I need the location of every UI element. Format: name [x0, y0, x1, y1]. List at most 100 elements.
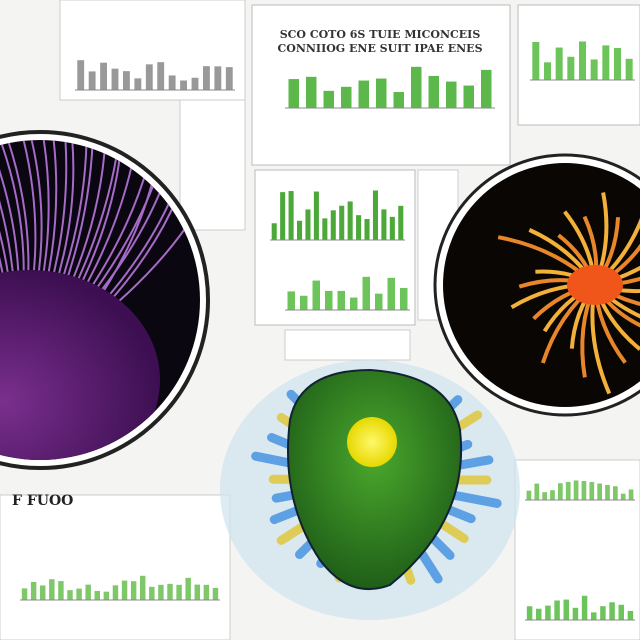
bar-ornament: [121, 580, 128, 600]
bar-ornament: [100, 62, 107, 90]
bar-ornament: [157, 62, 165, 90]
bar-ornament: [214, 66, 222, 90]
bar-ornament: [49, 579, 55, 600]
bar-ornament: [591, 612, 597, 620]
bar-ornament: [280, 192, 286, 240]
bar-ornament: [134, 78, 142, 90]
soma: [567, 265, 623, 305]
bar-ornament: [372, 190, 378, 240]
bar-ornament: [526, 606, 533, 620]
bar-ornament: [364, 219, 370, 240]
bar-ornament: [400, 287, 408, 310]
panel: [0, 494, 231, 640]
bar-ornament: [158, 584, 164, 600]
bar-ornament: [76, 588, 82, 600]
bar-ornament: [194, 584, 200, 600]
bar-ornament: [563, 599, 569, 620]
bar-ornament: [572, 607, 579, 620]
bar-ornament: [225, 67, 233, 90]
circle-bg: [443, 163, 640, 407]
bar-ornament: [140, 575, 146, 600]
panel: [179, 99, 246, 231]
bar-ornament: [398, 205, 404, 240]
bar-ornament: [191, 77, 199, 90]
bar-ornament: [609, 602, 615, 620]
bar-ornament: [628, 489, 634, 500]
bar-ornament: [271, 223, 277, 240]
bar-ornament: [581, 595, 588, 620]
bar-ornament: [300, 295, 308, 310]
bar-ornament: [625, 58, 633, 80]
bar-ornament: [428, 75, 439, 108]
caption: F FUOO: [12, 493, 73, 509]
bar-ornament: [614, 47, 621, 80]
tentacle: [65, 140, 107, 295]
bar-ornament: [176, 584, 182, 600]
purple-organism: [0, 130, 210, 470]
bar-ornament: [362, 276, 370, 310]
bar-ornament: [30, 581, 37, 600]
bar-ornament: [375, 293, 383, 310]
bar-ornament: [481, 69, 492, 108]
bar-ornament: [312, 280, 320, 310]
bar-ornament: [600, 606, 606, 620]
bar-ornament: [565, 481, 571, 500]
bar-ornament: [542, 492, 547, 500]
nucleus: [347, 417, 397, 467]
bar-ornament: [212, 587, 219, 600]
bar-ornament: [463, 85, 474, 108]
bar-ornament: [389, 216, 395, 240]
bar-ornament: [581, 481, 587, 500]
bar-ornament: [567, 56, 575, 80]
bar-ornament: [337, 290, 345, 310]
bar-ornament: [555, 47, 563, 80]
bar-ornament: [341, 86, 352, 108]
bar-ornament: [550, 490, 555, 500]
bar-ornament: [589, 481, 595, 500]
bar-ornament: [627, 610, 634, 620]
bar-ornament: [613, 486, 618, 500]
bar-ornament: [618, 604, 624, 620]
bar-ornament: [411, 66, 422, 108]
bar-ornament: [305, 209, 311, 240]
bar-ornament: [130, 581, 137, 600]
bar-ornament: [103, 591, 110, 600]
bar-ornament: [58, 581, 64, 600]
bar-ornament: [446, 81, 457, 108]
tentacle: [44, 140, 58, 291]
bar-ornament: [288, 79, 299, 108]
bar-ornament: [590, 59, 598, 80]
bar-ornament: [40, 585, 46, 600]
bar-ornament: [526, 490, 532, 500]
bar-ornament: [112, 585, 119, 600]
bar-ornament: [88, 71, 96, 90]
bar-ornament: [85, 584, 91, 600]
bar-ornament: [123, 71, 130, 90]
bar-ornament: [381, 209, 387, 240]
bar-ornament: [145, 64, 153, 90]
bar-ornament: [297, 220, 303, 240]
bar-ornament: [111, 68, 119, 90]
bar-ornament: [21, 588, 28, 600]
bar-ornament: [358, 80, 369, 108]
bar-ornament: [339, 205, 345, 240]
bar-ornament: [67, 590, 73, 600]
bar-ornament: [323, 90, 334, 108]
bar-ornament: [602, 45, 610, 80]
bar-ornament: [620, 493, 626, 500]
bar-ornament: [393, 92, 404, 108]
bar-ornament: [573, 480, 579, 500]
bar-ornament: [287, 291, 295, 310]
bar-ornament: [376, 78, 387, 108]
panel-title: CONNIIOG ENE SUIT IPAE ENES: [277, 42, 482, 55]
bar-ornament: [544, 62, 551, 80]
bar-ornament: [554, 600, 560, 620]
bar-ornament: [536, 608, 542, 620]
bar-ornament: [288, 191, 294, 240]
panel: [284, 329, 411, 361]
bar-ornament: [532, 41, 540, 80]
bar-ornament: [149, 586, 155, 600]
cell-body: [287, 368, 463, 591]
bar-ornament: [350, 297, 358, 310]
